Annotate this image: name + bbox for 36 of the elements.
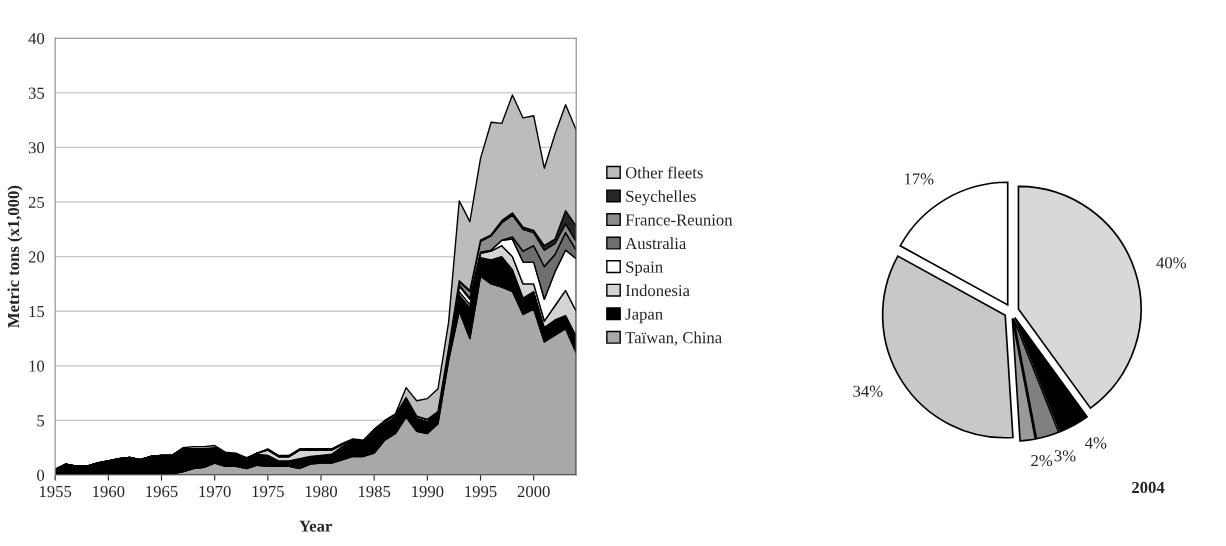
legend-label: Taïwan, China [625,331,722,346]
legend-label: Spain [626,261,663,277]
x-tick-label: 1995 [465,485,497,498]
x-tick-label: 1960 [93,485,125,498]
data-label: 34% [853,385,883,397]
data-label: 2% [1031,454,1053,467]
x-tick-label: 1975 [252,485,284,498]
y-tick-label: 25 [28,196,45,208]
data-label: 4% [1085,437,1107,449]
x-tick-label: 1985 [358,485,391,498]
data-label: 40% [1156,257,1187,269]
legend-label: Australia [625,237,687,250]
legend-label: Indonesia [625,284,690,297]
y-tick-label: 0 [37,469,45,481]
data-label: 17% [904,173,934,185]
x-axis-title: Year [299,520,332,532]
x-tick-label: 2000 [517,485,550,498]
y-tick-label: 15 [29,306,45,318]
legend-label: Seychelles [626,190,696,206]
x-tick-label: 1980 [305,485,338,498]
y-tick-label: 10 [29,360,45,372]
data-label: 3% [1054,450,1076,462]
x-tick-label: 1955 [39,485,72,498]
y-tick-label: 40 [28,32,45,45]
x-tick-label: 1965 [146,485,178,498]
text: 2004 [1132,481,1165,494]
legend-label: Other fleets [625,166,703,179]
x-tick-label: 1990 [412,485,444,498]
legend-label: France-Reunion [625,214,733,226]
legend-label: Japan [625,308,663,324]
y-tick-label: 5 [37,415,45,427]
x-tick-label: 1970 [199,485,231,498]
y-tick-label: 20 [28,251,45,263]
y-tick-label: 30 [28,142,45,154]
y-tick-label: 35 [28,87,45,99]
y-axis-title: Metric tons (x1,000) [7,185,23,328]
